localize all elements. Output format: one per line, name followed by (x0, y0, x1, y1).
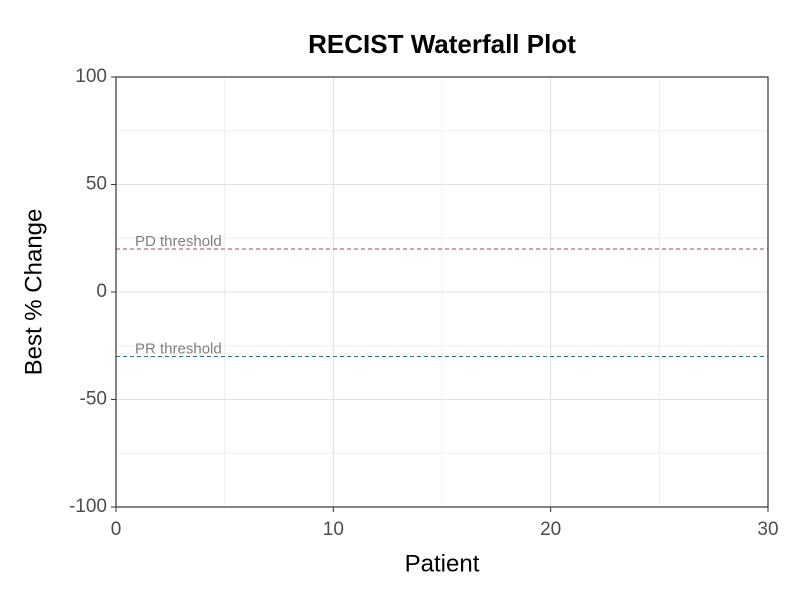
y-axis-label: Best % Change (20, 209, 47, 376)
y-tick-label: 0 (96, 281, 107, 302)
y-tick-label: 50 (86, 174, 107, 195)
reference-label: PD threshold (135, 233, 222, 250)
x-tick-label: 30 (757, 519, 778, 540)
panel-border (115, 76, 769, 508)
chart-title: RECIST Waterfall Plot (308, 29, 576, 59)
y-tick-label: -50 (80, 389, 107, 410)
x-axis-label: Patient (405, 550, 480, 577)
reference-label: PR threshold (135, 340, 222, 357)
x-tick-label: 0 (111, 519, 122, 540)
y-tick-label: 100 (75, 66, 107, 87)
x-tick-label: 10 (323, 519, 344, 540)
y-tick-label: -100 (69, 496, 107, 517)
x-tick-label: 20 (540, 519, 561, 540)
